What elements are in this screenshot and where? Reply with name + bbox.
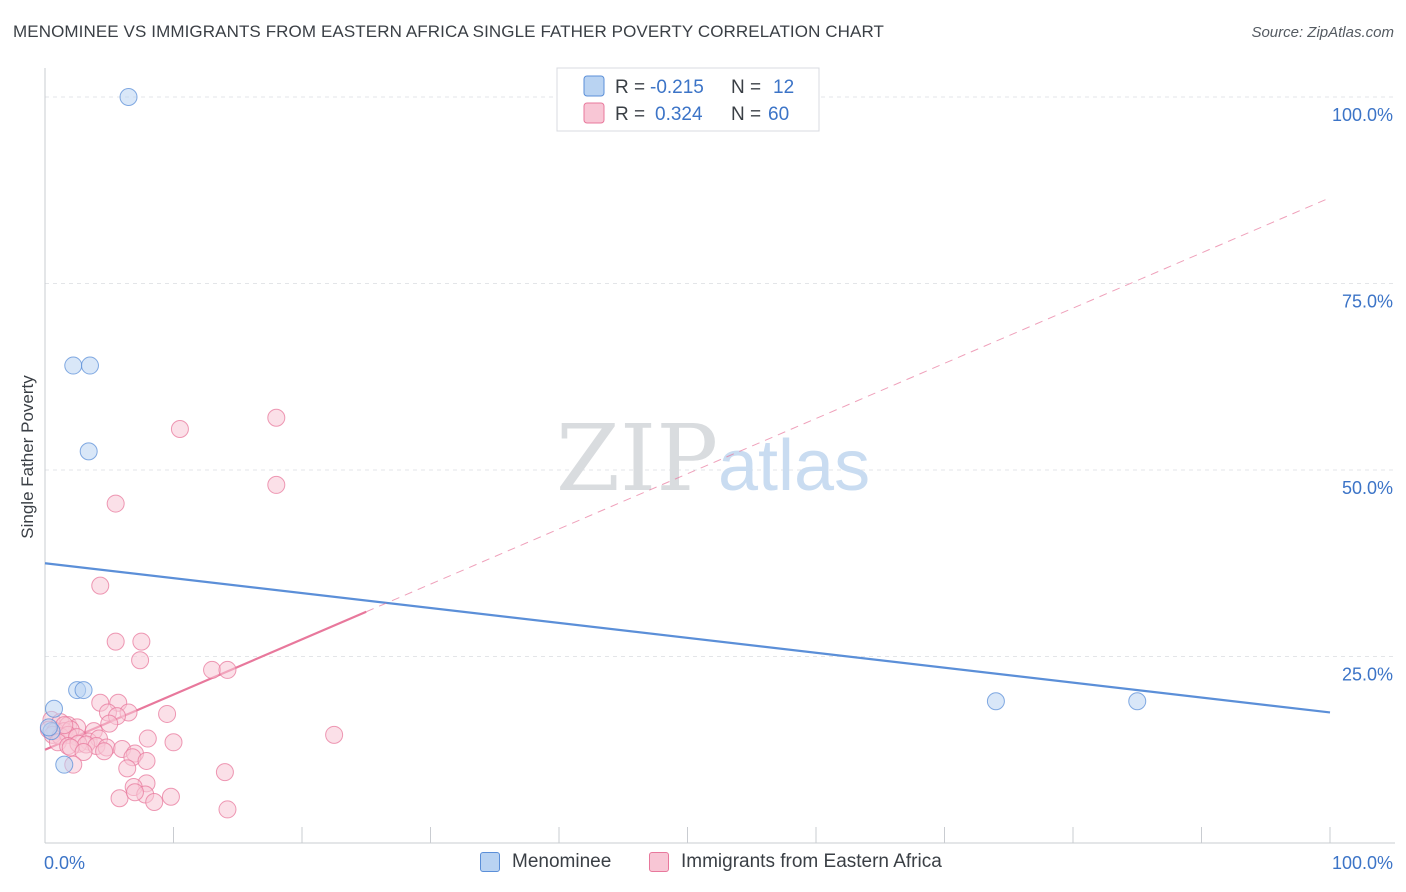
data-point bbox=[125, 783, 144, 802]
legend-label-menominee: Menominee bbox=[512, 851, 612, 872]
legend-n-label-2: N = bbox=[731, 104, 761, 125]
data-point bbox=[119, 88, 138, 106]
data-point bbox=[39, 718, 58, 737]
data-point bbox=[215, 763, 234, 782]
legend-swatch-icon bbox=[649, 852, 669, 872]
stats-legend: R = -0.215 N = 12 R = 0.324 N = 60 bbox=[556, 67, 820, 132]
data-points bbox=[39, 88, 1147, 819]
data-point bbox=[138, 729, 157, 748]
data-point bbox=[164, 733, 183, 752]
data-point bbox=[91, 576, 110, 595]
legend-r-label-1: R = bbox=[615, 77, 645, 98]
data-point bbox=[55, 755, 74, 774]
data-point bbox=[170, 419, 189, 438]
legend-swatch-menominee bbox=[583, 75, 605, 97]
legend-r-label-2: R = bbox=[615, 104, 645, 125]
data-point bbox=[986, 692, 1005, 711]
x-tick-label: 100.0% bbox=[1332, 853, 1393, 873]
data-point bbox=[64, 356, 83, 375]
y-tick-labels: 25.0% 50.0% 75.0% 100.0% bbox=[1332, 105, 1393, 685]
data-point bbox=[325, 725, 344, 744]
x-tick-labels: 0.0% 100.0% bbox=[44, 853, 1393, 873]
trend-lines bbox=[44, 197, 1331, 751]
series-legend: Menominee Immigrants from Eastern Africa bbox=[0, 851, 1406, 879]
y-tick-label: 100.0% bbox=[1332, 105, 1393, 125]
legend-r-value-2: 0.324 bbox=[655, 104, 703, 125]
data-point bbox=[74, 681, 93, 700]
y-tick-label: 25.0% bbox=[1342, 665, 1393, 685]
legend-label-eastern-africa: Immigrants from Eastern Africa bbox=[681, 851, 942, 872]
legend-r-value-1: -0.215 bbox=[650, 77, 704, 98]
watermark: ZIP atlas bbox=[556, 405, 870, 512]
data-point bbox=[145, 792, 164, 811]
data-point bbox=[132, 632, 151, 651]
legend-swatch-eastern-africa bbox=[583, 102, 605, 124]
data-point bbox=[131, 651, 150, 670]
legend-n-value-2: 60 bbox=[768, 104, 789, 125]
data-point bbox=[267, 408, 286, 427]
data-point bbox=[137, 751, 156, 770]
data-point bbox=[218, 800, 237, 819]
legend-swatch-icon bbox=[480, 852, 500, 872]
chart-title: MENOMINEE VS IMMIGRANTS FROM EASTERN AFR… bbox=[13, 22, 885, 41]
data-point bbox=[74, 742, 93, 761]
legend-item-menominee: Menominee bbox=[480, 851, 611, 873]
trend-line-extension bbox=[366, 197, 1331, 613]
data-point bbox=[106, 494, 125, 513]
legend-n-label-1: N = bbox=[731, 77, 761, 98]
data-point bbox=[79, 442, 98, 461]
data-point bbox=[80, 356, 99, 375]
data-point bbox=[110, 789, 129, 808]
data-point bbox=[203, 660, 222, 679]
data-point bbox=[44, 699, 63, 718]
data-point bbox=[100, 714, 119, 733]
watermark-atlas: atlas bbox=[718, 426, 870, 506]
data-point bbox=[218, 660, 237, 679]
trend-line bbox=[44, 562, 1331, 714]
source-label: Source: ZipAtlas.com bbox=[1251, 24, 1394, 41]
data-point bbox=[95, 742, 114, 761]
data-point bbox=[106, 632, 125, 651]
y-axis-label: Single Father Poverty bbox=[18, 375, 37, 539]
watermark-zip: ZIP bbox=[556, 405, 718, 512]
data-point bbox=[118, 759, 137, 778]
data-point bbox=[158, 704, 177, 723]
gridlines bbox=[45, 96, 1395, 657]
legend-item-eastern-africa: Immigrants from Eastern Africa bbox=[649, 851, 942, 873]
y-tick-label: 75.0% bbox=[1342, 292, 1393, 312]
data-point bbox=[161, 787, 180, 806]
y-tick-label: 50.0% bbox=[1342, 478, 1393, 498]
legend-n-value-1: 12 bbox=[773, 77, 794, 98]
data-point bbox=[1128, 692, 1147, 711]
x-tick-label: 0.0% bbox=[44, 853, 85, 873]
data-point bbox=[267, 475, 286, 494]
